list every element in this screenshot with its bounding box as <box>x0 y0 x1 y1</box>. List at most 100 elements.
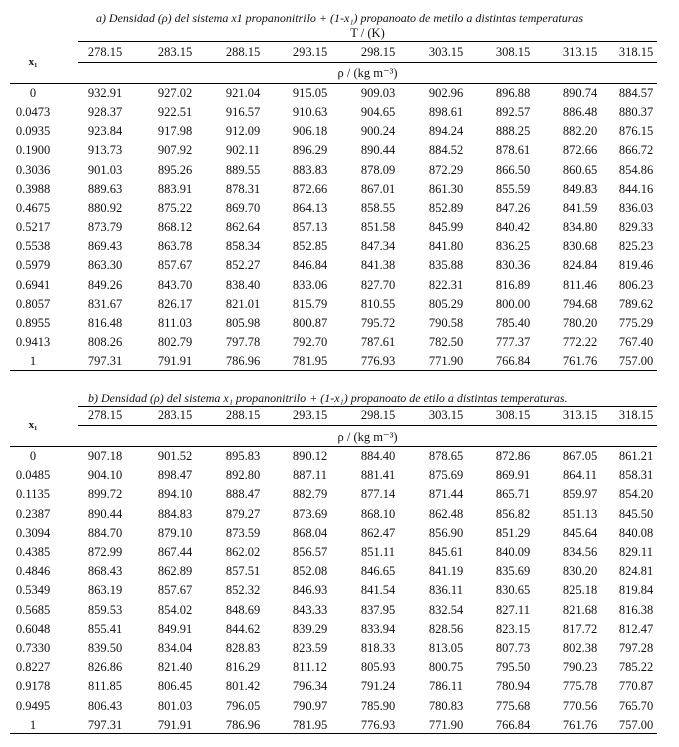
density-cell: 895.83 <box>225 449 261 463</box>
density-cell: 913.73 <box>87 143 123 158</box>
density-cell: 833.06 <box>292 277 328 292</box>
table-row: 0.3094 884.70 879.10 873.59 868.04 862.47 856.… <box>0 526 679 542</box>
density-cell: 841.54 <box>360 583 396 598</box>
rule <box>10 446 657 447</box>
density-cell: 765.70 <box>618 698 654 713</box>
temperature-cell: 283.15 <box>157 408 193 422</box>
density-cell: 841.59 <box>562 200 598 215</box>
density-cell: 782.50 <box>428 334 464 349</box>
density-cell: 887.11 <box>293 468 327 483</box>
density-cell: 800.00 <box>495 296 531 311</box>
density-cell: 846.93 <box>292 583 328 598</box>
table-row: 0.9495 806.43 801.03 796.05 790.97 785.90 780.… <box>0 699 679 715</box>
density-cell: 815.79 <box>292 296 328 311</box>
table-row: 0.4675 880.92 875.22 869.70 864.13 858.55 852.… <box>0 201 679 217</box>
rule <box>78 406 657 407</box>
density-cell: 780.20 <box>562 315 598 330</box>
density-cell: 861.30 <box>428 181 464 196</box>
density-cell: 816.29 <box>225 660 261 675</box>
density-cell: 852.27 <box>225 258 261 273</box>
density-cell: 869.43 <box>87 239 123 254</box>
density-cell: 864.11 <box>563 468 597 483</box>
density-cell: 797.31 <box>87 717 123 732</box>
density-cell: 790.58 <box>428 315 464 330</box>
rule <box>10 370 657 371</box>
density-cell: 900.24 <box>360 124 396 139</box>
density-cell: 858.34 <box>225 239 261 254</box>
density-cell: 849.91 <box>157 621 193 636</box>
density-cell: 852.85 <box>292 239 328 254</box>
density-cell: 862.47 <box>360 525 396 540</box>
density-cell: 813.05 <box>428 641 464 655</box>
density-cell: 868.43 <box>87 564 123 579</box>
density-cell: 836.03 <box>618 200 654 215</box>
density-cell: 835.69 <box>495 564 531 579</box>
temperature-cell: 303.15 <box>428 408 464 422</box>
density-cell: 791.91 <box>157 717 193 732</box>
table-row: 0.5979 863.30 857.67 852.27 846.84 841.38 835.… <box>0 258 679 274</box>
x1-cell: 0 <box>29 449 37 463</box>
x1-cell: 0.6048 <box>15 621 51 636</box>
density-cell: 865.71 <box>495 487 531 502</box>
density-cell: 882.20 <box>562 124 598 139</box>
density-cell: 857.67 <box>157 258 193 273</box>
density-cell: 910.63 <box>292 105 328 120</box>
density-cell: 845.50 <box>618 506 654 521</box>
x1-cell: 1 <box>29 354 37 369</box>
x1-cell: 0.4675 <box>15 200 51 215</box>
density-cell: 845.61 <box>428 545 464 559</box>
density-cell: 884.40 <box>360 449 396 463</box>
density-cell: 830.65 <box>495 583 531 598</box>
rule <box>10 83 657 84</box>
density-cell: 896.88 <box>495 86 531 100</box>
density-cell: 849.83 <box>562 181 598 196</box>
table-row: 0 907.18 901.52 895.83 890.12 884.40 878.65 872… <box>0 449 679 465</box>
density-cell: 780.83 <box>428 698 464 713</box>
density-cell: 856.90 <box>428 525 464 540</box>
density-cell: 878.65 <box>428 449 464 463</box>
table-row: 0.6048 855.41 849.91 844.62 839.29 833.94 828.… <box>0 622 679 638</box>
density-cell: 863.19 <box>87 583 123 598</box>
density-cell: 795.50 <box>495 660 531 675</box>
density-cell: 859.53 <box>87 602 123 617</box>
density-cell: 834.04 <box>157 641 193 655</box>
density-cell: 792.70 <box>292 334 328 349</box>
density-cell: 827.70 <box>360 277 396 292</box>
density-cell: 864.13 <box>292 200 328 215</box>
density-cell: 882.79 <box>292 487 328 502</box>
density-cell: 909.03 <box>360 86 396 100</box>
density-cell: 890.44 <box>87 506 123 521</box>
density-cell: 772.22 <box>562 334 598 349</box>
density-cell: 829.11 <box>619 545 653 559</box>
table-row: 0.7330 839.50 834.04 828.83 823.59 818.33 813.… <box>0 641 679 657</box>
table-row: 0.3036 901.03 895.26 889.55 883.83 878.09 872.… <box>0 163 679 179</box>
x1-cell: 0.2387 <box>15 506 51 521</box>
table-row: 0.4385 872.99 867.44 862.02 856.57 851.11 845.… <box>0 545 679 561</box>
density-cell: 851.13 <box>562 506 598 521</box>
density-cell: 860.65 <box>562 162 598 177</box>
density-cell: 770.56 <box>562 698 598 713</box>
density-cell: 858.31 <box>618 468 654 483</box>
density-cell: 857.51 <box>225 564 261 579</box>
density-cell: 834.56 <box>562 545 598 559</box>
density-cell: 906.18 <box>292 124 328 139</box>
x1-cell: 0.9495 <box>15 698 51 713</box>
density-cell: 872.99 <box>87 545 123 559</box>
density-cell: 881.41 <box>360 468 396 483</box>
density-cell: 843.70 <box>157 277 193 292</box>
density-cell: 868.12 <box>157 220 193 235</box>
density-cell: 757.00 <box>618 354 654 369</box>
density-cell: 902.96 <box>428 86 464 100</box>
density-cell: 854.20 <box>618 487 654 502</box>
density-cell: 781.95 <box>292 354 328 369</box>
density-cell: 844.16 <box>618 181 654 196</box>
x1-cell: 0.9413 <box>15 334 51 349</box>
density-cell: 921.04 <box>225 86 261 100</box>
x1-cell: 0.0485 <box>15 468 51 483</box>
density-cell: 757.00 <box>618 717 654 732</box>
density-cell: 771.90 <box>428 717 464 732</box>
table-row: 0.0485 904.10 898.47 892.80 887.11 881.41 875.… <box>0 468 679 484</box>
density-cell: 841.19 <box>428 564 464 579</box>
density-cell: 907.92 <box>157 143 193 158</box>
density-cell: 802.38 <box>562 641 598 655</box>
